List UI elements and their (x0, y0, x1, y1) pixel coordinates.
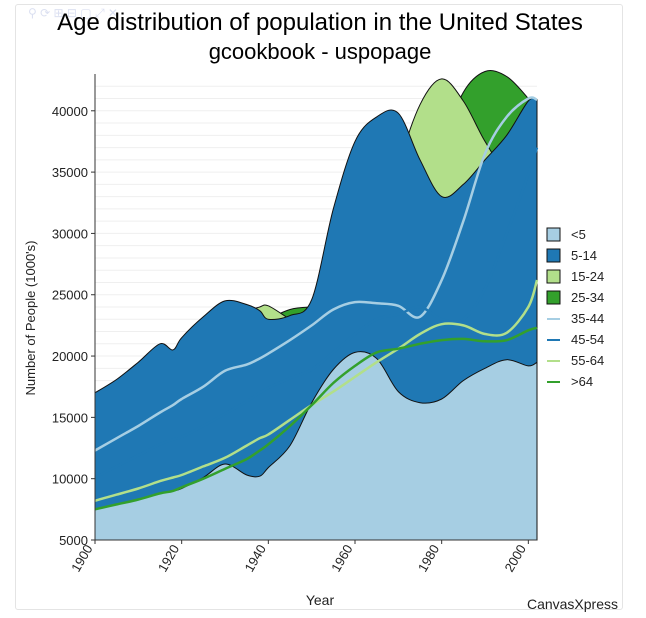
y-tick-label: 30000 (52, 226, 88, 241)
chart-toolbar[interactable]: ⚲ ⟳ ⊞ ⊟ ▢ ⤢ ✕ (28, 6, 118, 20)
y-tick-label: 35000 (52, 165, 88, 180)
y-tick-label: 10000 (52, 472, 88, 487)
x-tick-label: 1920 (155, 542, 182, 575)
line-series-45-54 (94, 147, 539, 479)
legend-label: 5-14 (571, 248, 597, 263)
legend-label: >64 (571, 374, 593, 389)
legend-swatch (546, 227, 561, 242)
chart-subtitle: gcookbook - uspopage (209, 39, 432, 64)
legend-label: <5 (571, 227, 586, 242)
area-layer (94, 70, 538, 541)
y-tick-label: 20000 (52, 349, 88, 364)
legend-layer: <5 5-14 15-24 25-34 35-44 45-54 55-64 >64 (546, 227, 604, 389)
x-tick-label: 1980 (415, 542, 442, 575)
legend-label: 25-34 (571, 290, 604, 305)
line-series-55-64 (94, 279, 539, 502)
y-tick-label: 15000 (52, 410, 88, 425)
legend-swatch (546, 290, 561, 305)
line-series-35-44 (94, 96, 538, 452)
canvasxpress-watermark: CanvasXpress (527, 596, 618, 612)
y-tick-label: 40000 (52, 104, 88, 119)
legend-label: 55-64 (571, 353, 604, 368)
x-axis-label: Year (306, 592, 335, 608)
x-tick-label: 1960 (328, 542, 355, 575)
line-layer (94, 96, 539, 511)
chart-title: Age distribution of population in the Un… (57, 9, 583, 36)
x-tick-label: 2000 (501, 542, 528, 575)
x-tick-label: 1940 (241, 542, 268, 575)
line-series->64 (94, 326, 538, 511)
legend-label: 35-44 (571, 311, 604, 326)
y-axis-label: Number of People (1000's) (23, 241, 38, 396)
legend-swatch (546, 248, 561, 263)
y-tick-label: 5000 (59, 533, 88, 548)
legend-label: 45-54 (571, 332, 604, 347)
y-tick-label: 25000 (52, 288, 88, 303)
legend-label: 15-24 (571, 269, 604, 284)
legend-swatch (546, 269, 561, 284)
